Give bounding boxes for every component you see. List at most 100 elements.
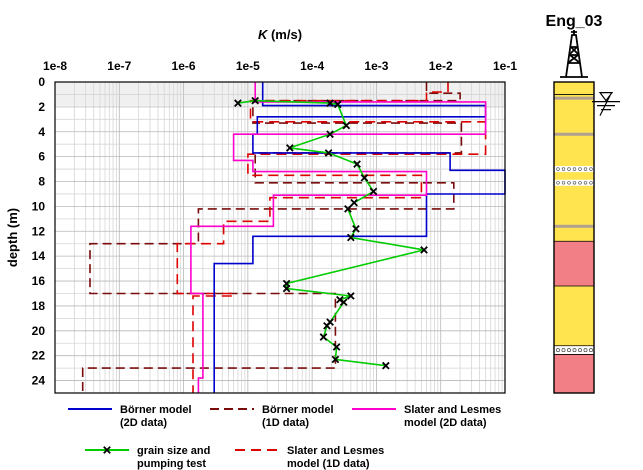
gravel-dot bbox=[556, 348, 560, 353]
x-tick-label: 1e-4 bbox=[300, 59, 324, 73]
data-point-marker bbox=[420, 246, 428, 254]
gravel-dot bbox=[556, 181, 560, 185]
legend-marker bbox=[103, 446, 111, 454]
data-point-marker bbox=[344, 205, 352, 213]
gravel-dot bbox=[583, 181, 588, 185]
gravel-dot bbox=[567, 167, 571, 171]
gravel-dot bbox=[561, 181, 566, 185]
well-column-frame bbox=[553, 81, 595, 394]
x-tick-label: 1e-2 bbox=[429, 59, 453, 73]
legend-label-1: Börner model (1D data) bbox=[262, 404, 334, 429]
y-tick-label: 10 bbox=[32, 199, 46, 213]
data-point-marker bbox=[347, 233, 355, 242]
data-point-marker bbox=[326, 99, 334, 107]
x-axis-title-unit: (m/s) bbox=[267, 27, 302, 42]
y-tick-label: 4 bbox=[38, 125, 45, 139]
well-log: Eng_03 bbox=[546, 13, 620, 394]
y-tick-label: 6 bbox=[38, 150, 45, 164]
gravel-dot bbox=[583, 167, 588, 171]
gravel-dot bbox=[572, 348, 577, 353]
well-band-silt bbox=[554, 224, 594, 228]
y-tick-label: 18 bbox=[32, 299, 46, 313]
legend-label-0: Börner model (2D data) bbox=[120, 404, 192, 429]
y-tick-label: 0 bbox=[38, 75, 45, 89]
plot-frame bbox=[54, 81, 506, 394]
series-line-1 bbox=[81, 82, 463, 393]
gravel-dot bbox=[589, 167, 593, 171]
gravel-dot bbox=[561, 167, 566, 171]
data-point-marker bbox=[360, 173, 369, 182]
water-table-icon bbox=[598, 92, 614, 102]
data-point-marker bbox=[342, 121, 351, 130]
well-band-silt bbox=[554, 132, 594, 136]
data-point-marker bbox=[326, 130, 334, 139]
data-point-marker bbox=[332, 343, 341, 351]
drill-rig-icon bbox=[567, 46, 581, 64]
data-point-marker bbox=[347, 292, 355, 300]
x-tick-label: 1e-8 bbox=[43, 59, 67, 73]
x-tick-label: 1e-6 bbox=[172, 59, 196, 73]
data-point-marker bbox=[336, 295, 344, 304]
data-point-marker bbox=[282, 284, 291, 293]
data-point-marker bbox=[333, 100, 342, 109]
data-point-marker bbox=[339, 298, 348, 307]
unsaturated-zone-shading bbox=[55, 82, 505, 106]
data-point-marker bbox=[369, 187, 378, 196]
x-tick-label: 1e-1 bbox=[493, 59, 517, 73]
legend-label-2: Slater and Lesmes model (2D data) bbox=[404, 404, 501, 429]
y-tick-label: 12 bbox=[32, 224, 46, 238]
well-title: Eng_03 bbox=[546, 13, 603, 30]
x-axis-title: K (m/s) bbox=[258, 27, 302, 42]
y-tick-label: 22 bbox=[32, 349, 46, 363]
drill-rig-icon bbox=[571, 30, 577, 35]
data-point-marker bbox=[350, 198, 358, 207]
well-band-gravel bbox=[554, 179, 594, 186]
well-band-silt bbox=[554, 96, 594, 100]
series-line-4 bbox=[176, 82, 487, 393]
well-layer-clay bbox=[554, 241, 594, 287]
gravel-dot bbox=[589, 348, 593, 353]
x-tick-labels: 1e-8 1e-7 1e-6 1e-5 1e-4 1e-3 1e-2 1e-1 bbox=[43, 59, 517, 73]
gravel-dot bbox=[572, 181, 577, 185]
legend: Börner model (2D data) Börner model (1D dat… bbox=[68, 404, 501, 470]
x-axis-title-symbol: K bbox=[258, 27, 269, 42]
gravel-dot bbox=[561, 348, 566, 353]
gravel-dot bbox=[578, 167, 582, 171]
gravel-dot bbox=[567, 348, 571, 353]
gravel-dot bbox=[578, 348, 582, 353]
data-point-marker bbox=[251, 96, 260, 105]
water-table-icon bbox=[599, 95, 611, 116]
series-layer bbox=[81, 82, 506, 393]
gravel-dot bbox=[583, 348, 588, 353]
drill-rig-icon bbox=[565, 34, 583, 78]
well-band-gravel bbox=[554, 166, 594, 173]
data-point-marker bbox=[381, 361, 390, 370]
x-tick-label: 1e-3 bbox=[364, 59, 388, 73]
gravel-dot bbox=[572, 167, 577, 171]
data-point-marker bbox=[323, 321, 331, 330]
series-line-2 bbox=[190, 82, 487, 393]
data-point-marker bbox=[331, 355, 340, 364]
well-layer-sand-gravel bbox=[554, 82, 594, 95]
data-point-marker bbox=[234, 99, 242, 107]
gravel-dot bbox=[578, 181, 582, 185]
y-tick-label: 2 bbox=[38, 100, 45, 114]
gravel-dot bbox=[567, 181, 571, 185]
y-axis-title: depth (m) bbox=[5, 208, 20, 267]
y-tick-label: 24 bbox=[32, 374, 46, 388]
data-point-marker bbox=[353, 160, 361, 168]
well-layer-clay bbox=[554, 354, 594, 393]
y-tick-label: 20 bbox=[32, 324, 46, 338]
legend-label-3: grain size and pumping test bbox=[137, 445, 210, 470]
y-tick-label: 14 bbox=[32, 249, 46, 263]
data-point-marker bbox=[319, 333, 328, 341]
x-tick-label: 1e-5 bbox=[236, 59, 260, 73]
data-point-marker bbox=[352, 224, 360, 233]
x-tick-label: 1e-7 bbox=[107, 59, 131, 73]
grid bbox=[54, 81, 505, 394]
data-point-marker bbox=[324, 149, 333, 157]
y-tick-label: 8 bbox=[38, 175, 45, 189]
well-layer-gravel bbox=[554, 345, 594, 355]
